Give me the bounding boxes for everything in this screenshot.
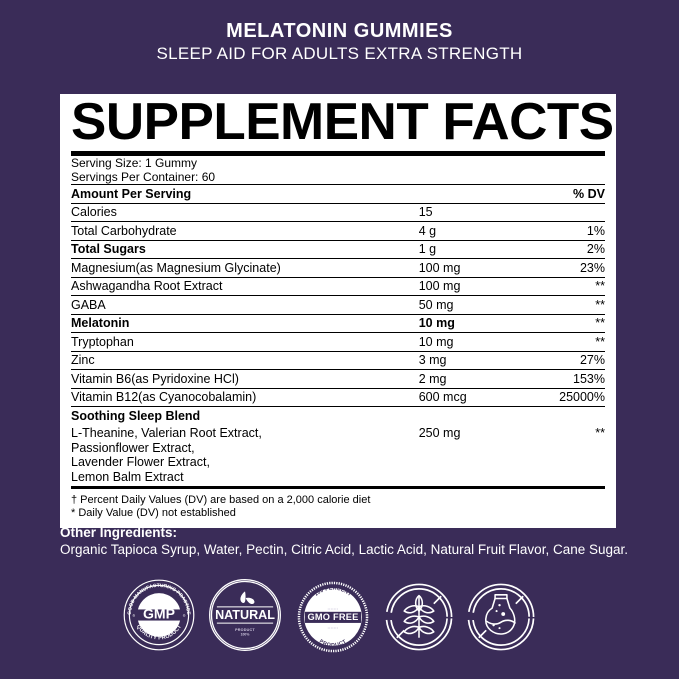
svg-text:100%: 100% xyxy=(241,632,250,636)
svg-text:®: ® xyxy=(133,614,136,618)
svg-text:•••••••: ••••••• xyxy=(328,607,339,611)
svg-text:GMO FREE: GMO FREE xyxy=(307,612,358,622)
svg-text:PRODUCT: PRODUCT xyxy=(235,628,255,632)
svg-text:GMP: GMP xyxy=(143,605,175,621)
svg-text:•••••••: ••••••• xyxy=(328,626,339,630)
svg-text:NATURAL: NATURAL xyxy=(215,608,275,622)
